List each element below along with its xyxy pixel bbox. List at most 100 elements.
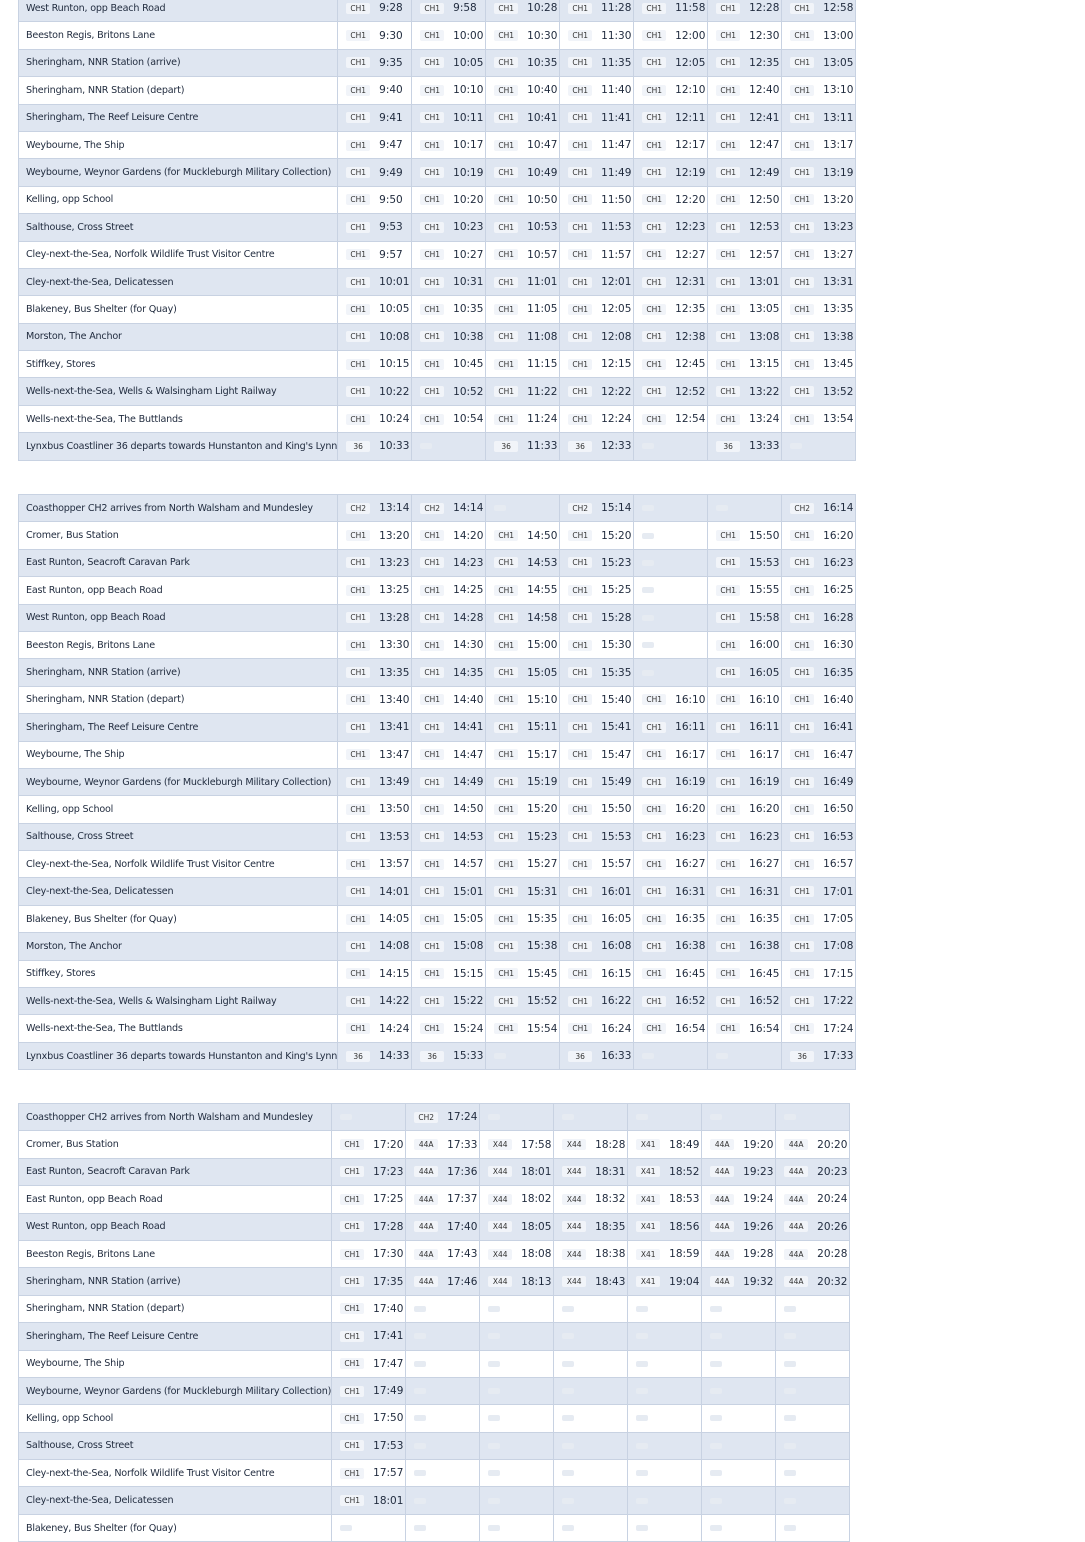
- time-cell: CH1 15:57: [559, 850, 635, 879]
- cell-content: CH1 12:22: [561, 386, 633, 398]
- time-cell: [479, 1513, 555, 1542]
- time-cell: CH1 15:45: [485, 959, 561, 989]
- time-cell: CH1 15:55: [707, 576, 783, 605]
- departure-time: 15:50: [601, 803, 632, 816]
- cell-content: [407, 1497, 479, 1504]
- cell-content: CH1 15:35: [561, 667, 633, 679]
- cell-content: CH1 14:58: [487, 612, 559, 624]
- cell-content: CH1 14:35: [413, 667, 485, 679]
- time-cell: CH1 12:57: [707, 240, 783, 269]
- time-cell: CH1 9:28: [337, 0, 413, 23]
- stop-name: Cromer, Bus Station: [17, 521, 339, 550]
- time-cell: CH1 15:01: [411, 877, 487, 906]
- route-badge: X44: [562, 1166, 587, 1178]
- time-cell: CH1 12:00: [633, 21, 709, 50]
- cell-content: CH1 13:22: [709, 386, 781, 398]
- route-badge: CH2: [568, 502, 593, 514]
- departure-time: 15:01: [453, 885, 484, 898]
- departure-time: 15:10: [527, 693, 558, 706]
- cell-content: [555, 1388, 627, 1395]
- time-cell: CH1 12:41: [707, 103, 783, 132]
- time-cell: CH1 16:15: [559, 959, 635, 989]
- departure-time: 13:25: [379, 584, 410, 597]
- cell-content: CH1 13:57: [339, 858, 411, 870]
- time-cell: CH1 15:52: [485, 987, 561, 1016]
- departure-time: 16:33: [601, 1050, 632, 1062]
- route-badge: CH1: [790, 667, 815, 679]
- cell-content: CH1 15:27: [487, 858, 559, 870]
- cell-content: CH1 9:50: [339, 194, 411, 206]
- route-badge: CH1: [420, 139, 445, 151]
- time-cell: CH1 14:53: [485, 548, 561, 578]
- departure-time: 20:26: [817, 1220, 848, 1233]
- cell-content: CH1 15:55: [709, 584, 781, 596]
- departure-time: 14:50: [527, 529, 558, 542]
- route-badge: CH1: [494, 968, 519, 980]
- departure-time: 10:53: [527, 221, 558, 234]
- cell-content: [635, 614, 707, 621]
- cell-content: CH1 10:20: [413, 194, 485, 206]
- time-cell: CH1 13:53: [337, 822, 413, 852]
- cell-content: CH1 15:11: [487, 721, 559, 733]
- departure-time: 13:23: [823, 221, 854, 234]
- departure-time: 12:49: [749, 166, 780, 179]
- departure-time: 11:30: [601, 29, 632, 42]
- empty-placeholder: [488, 1333, 501, 1340]
- timetable-row: Sheringham, NNR Station (arrive) CH1 13:35…: [17, 658, 857, 687]
- route-badge: CH1: [568, 721, 593, 733]
- departure-time: 12:24: [601, 413, 632, 426]
- route-badge: CH1: [568, 221, 593, 233]
- route-badge: CH1: [346, 221, 371, 233]
- route-badge: CH1: [790, 721, 815, 733]
- time-cell: 44A 17:36: [405, 1157, 481, 1187]
- stop-name: Weybourne, Weynor Gardens (for Mucklebur…: [17, 1376, 333, 1406]
- cell-content: CH1 16:54: [635, 1023, 707, 1035]
- cell-content: CH1 16:50: [783, 803, 855, 815]
- cell-content: X41 18:49: [629, 1139, 701, 1151]
- cell-content: 44A 20:20: [777, 1139, 849, 1151]
- departure-time: 16:00: [749, 639, 780, 652]
- route-badge: CH1: [568, 2, 593, 14]
- route-badge: X44: [562, 1248, 587, 1260]
- time-cell: CH1 14:15: [337, 959, 413, 989]
- time-cell: CH1 16:47: [781, 740, 857, 769]
- cell-content: CH1 15:40: [561, 694, 633, 706]
- stop-name: Cley-next-the-Sea, Norfolk Wildlife Trus…: [17, 850, 339, 879]
- time-cell: CH1 11:35: [559, 48, 635, 78]
- cell-content: [629, 1388, 701, 1395]
- time-cell: CH1 15:05: [485, 658, 561, 687]
- cell-content: CH1 16:23: [709, 831, 781, 843]
- route-badge: CH1: [340, 1358, 365, 1370]
- cell-content: CH1 9:53: [339, 221, 411, 233]
- time-cell: CH1 12:35: [633, 295, 709, 324]
- empty-placeholder: [488, 1360, 501, 1367]
- time-cell: CH1 15:24: [411, 1014, 487, 1043]
- departure-time: 15:25: [601, 584, 632, 597]
- cell-content: CH1 13:31: [783, 276, 855, 288]
- timetable-row: East Runton, Seacroft Caravan Park CH1 13:…: [17, 548, 857, 578]
- departure-time: 13:38: [823, 330, 854, 343]
- cell-content: CH1 17:05: [783, 913, 855, 925]
- timetable-row: Stiffkey, Stores CH1 14:15 CH1 15:15 CH1 15:45…: [17, 959, 857, 989]
- cell-content: CH1 14:01: [339, 886, 411, 898]
- time-cell: CH1 9:57: [337, 240, 413, 269]
- cell-content: CH1 11:47: [561, 139, 633, 151]
- route-badge: CH1: [790, 858, 815, 870]
- cell-content: CH1 16:00: [709, 639, 781, 652]
- time-cell: CH1 12:10: [633, 76, 709, 105]
- stop-name: Sheringham, NNR Station (depart): [17, 76, 339, 105]
- cell-content: 44A 19:20: [703, 1139, 775, 1151]
- time-cell: CH1 16:54: [633, 1014, 709, 1043]
- cell-content: CH1 16:24: [561, 1023, 633, 1035]
- route-badge: CH1: [642, 831, 667, 843]
- route-badge: CH1: [494, 386, 519, 398]
- route-badge: X44: [562, 1221, 587, 1233]
- cell-content: [635, 532, 707, 539]
- route-badge: CH1: [716, 276, 741, 288]
- cell-content: CH1 16:28: [783, 612, 855, 624]
- time-cell: [633, 658, 709, 687]
- time-cell: 36 11:33: [485, 432, 561, 461]
- time-cell: CH1 17:41: [331, 1322, 407, 1351]
- cell-content: CH1 12:35: [635, 303, 707, 315]
- route-badge: CH1: [642, 303, 667, 315]
